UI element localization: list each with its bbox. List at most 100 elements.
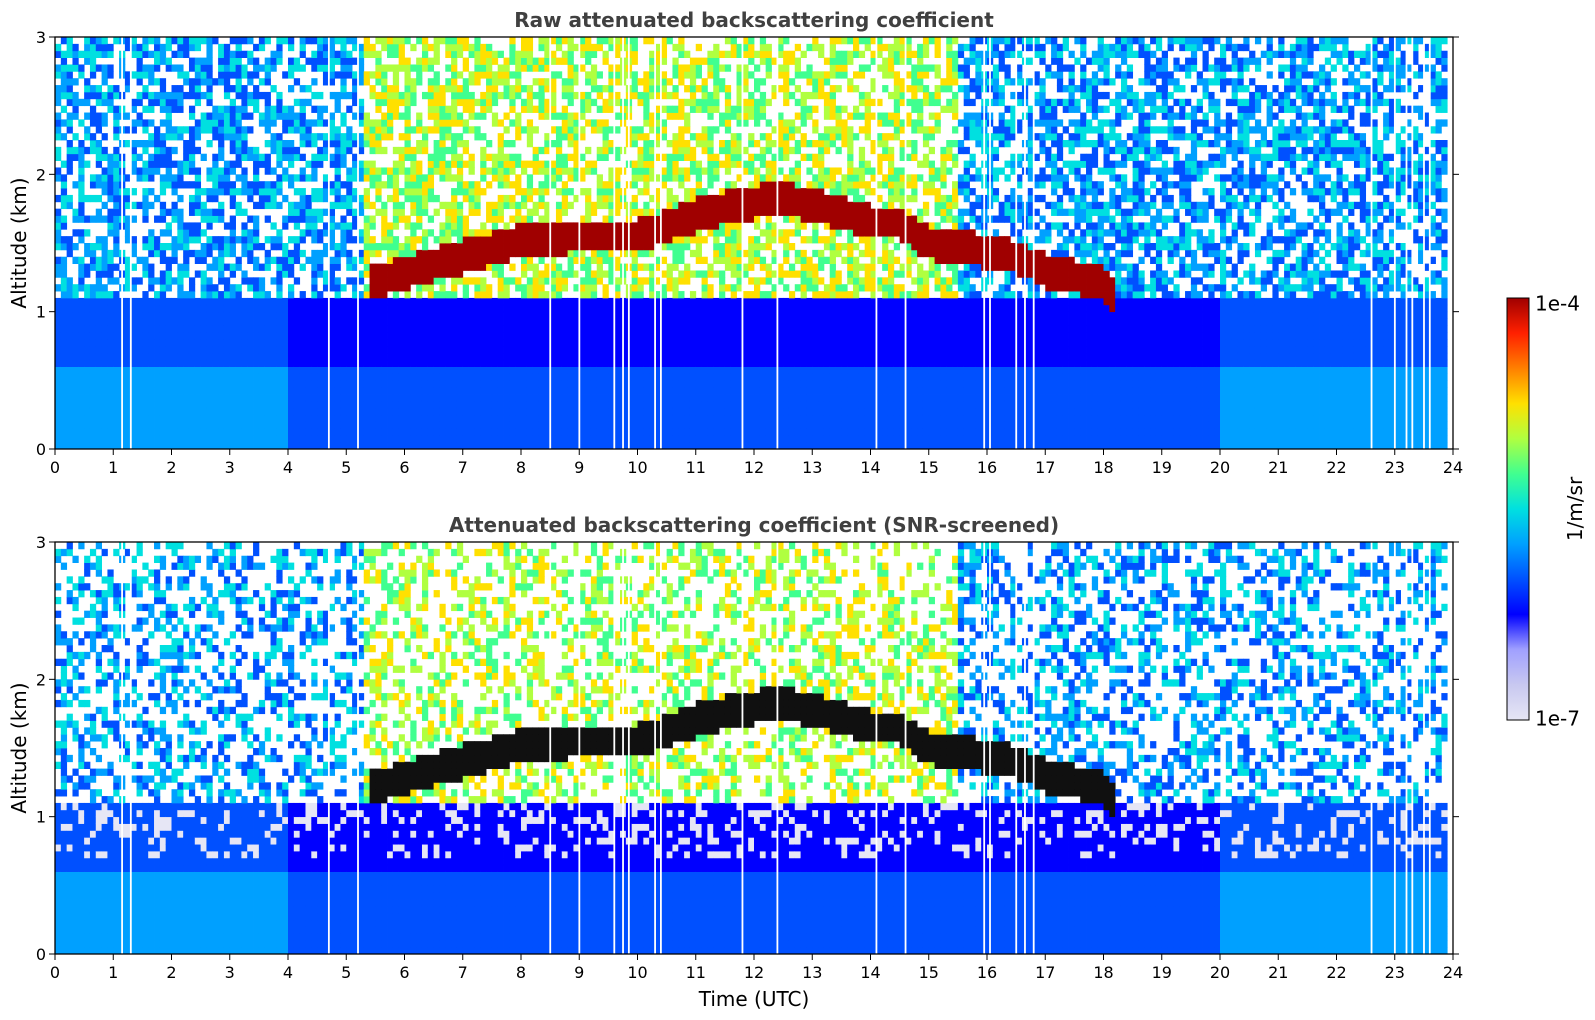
heatmap-cell [311, 339, 318, 347]
heatmap-cell [486, 167, 493, 175]
heatmap-cell [387, 414, 394, 422]
heatmap-cell [637, 339, 644, 347]
heatmap-cell [299, 215, 306, 223]
heatmap-cell [241, 270, 248, 278]
heatmap-cell [462, 428, 469, 436]
heatmap-cell [107, 153, 114, 161]
heatmap-cell [416, 435, 423, 443]
heatmap-cell [550, 270, 557, 278]
heatmap-cell [421, 126, 429, 134]
heatmap-cell [462, 304, 469, 313]
heatmap-cell [369, 400, 376, 409]
heatmap-cell [148, 64, 155, 72]
heatmap-cell [171, 91, 178, 100]
heatmap-cell [369, 304, 376, 313]
heatmap-cell [89, 194, 97, 203]
heatmap-cell [235, 359, 242, 367]
heatmap-cell [60, 50, 68, 58]
heatmap-cell [258, 339, 266, 347]
heatmap-cell [95, 332, 103, 340]
heatmap-cell [299, 352, 306, 361]
heatmap-cell [462, 414, 469, 422]
heatmap-cell [84, 346, 91, 354]
heatmap-cell [596, 194, 603, 203]
heatmap-cell [253, 346, 260, 354]
heatmap-cell [235, 201, 242, 210]
heatmap-cell [124, 126, 132, 134]
heatmap-cell [439, 284, 446, 292]
heatmap-cell [614, 435, 621, 443]
heatmap-cell [130, 304, 137, 313]
heatmap-cell [229, 387, 236, 395]
heatmap-cell [264, 236, 271, 244]
heatmap-cell [486, 407, 493, 416]
heatmap-cell [654, 339, 662, 347]
heatmap-cell [660, 366, 668, 374]
heatmap-cell [585, 400, 592, 409]
heatmap-cell [165, 37, 172, 45]
heatmap-cell [264, 105, 271, 113]
heatmap-cell [550, 140, 557, 148]
heatmap-cell [154, 359, 161, 367]
heatmap-cell [590, 256, 598, 264]
heatmap-cell [177, 311, 184, 319]
heatmap-cell [95, 91, 103, 100]
heatmap-cell [334, 366, 341, 374]
heatmap-cell [631, 181, 638, 189]
heatmap-cell [188, 325, 196, 333]
heatmap-cell [264, 400, 271, 409]
heatmap-cell [550, 91, 557, 100]
heatmap-cell [462, 332, 469, 340]
heatmap-cell [212, 346, 219, 354]
heatmap-cell [462, 400, 469, 409]
heatmap-cell [235, 435, 242, 443]
heatmap-cell [299, 291, 306, 299]
heatmap-cell [381, 387, 388, 395]
heatmap-cell [468, 359, 475, 367]
heatmap-cell [421, 43, 429, 52]
heatmap-cell [654, 174, 662, 182]
heatmap-cell [188, 284, 196, 292]
heatmap-cell [468, 311, 475, 319]
heatmap-cell [55, 133, 62, 141]
heatmap-cell [55, 297, 62, 306]
heatmap-cell [561, 167, 569, 175]
heatmap-cell [264, 98, 271, 107]
heatmap-cell [84, 50, 91, 58]
heatmap-cell [526, 119, 534, 127]
heatmap-cell [346, 318, 353, 326]
heatmap-cell [183, 339, 190, 347]
heatmap-cell [60, 263, 68, 271]
heatmap-cell [427, 256, 435, 264]
heatmap-cell [363, 400, 370, 409]
heatmap-cell [218, 215, 225, 223]
heatmap-cell [392, 256, 400, 264]
heatmap-cell [311, 311, 318, 319]
heatmap-cell [60, 428, 68, 436]
heatmap-cell [60, 442, 68, 450]
heatmap-cell [305, 325, 312, 333]
heatmap-cell [235, 346, 242, 354]
heatmap-cell [66, 291, 73, 299]
heatmap-cell [544, 442, 551, 450]
heatmap-cell [154, 153, 161, 161]
heatmap-cell [171, 126, 178, 134]
heatmap-cell [89, 146, 97, 155]
heatmap-cell [340, 222, 347, 230]
heatmap-cell [258, 64, 266, 72]
heatmap-cell [159, 174, 167, 182]
heatmap-cell [439, 133, 446, 141]
heatmap-cell [136, 387, 143, 395]
heatmap-cell [451, 215, 458, 223]
heatmap-cell [596, 359, 603, 367]
heatmap-cell [317, 400, 324, 409]
heatmap-cell [142, 380, 149, 388]
heatmap-cell [555, 318, 563, 326]
heatmap-cell [305, 85, 312, 93]
heatmap-cell [84, 160, 91, 168]
heatmap-cell [433, 387, 440, 395]
heatmap-cell [585, 236, 592, 244]
heatmap-cell [643, 236, 650, 244]
heatmap-cell [480, 407, 487, 416]
heatmap-cell [416, 270, 423, 278]
